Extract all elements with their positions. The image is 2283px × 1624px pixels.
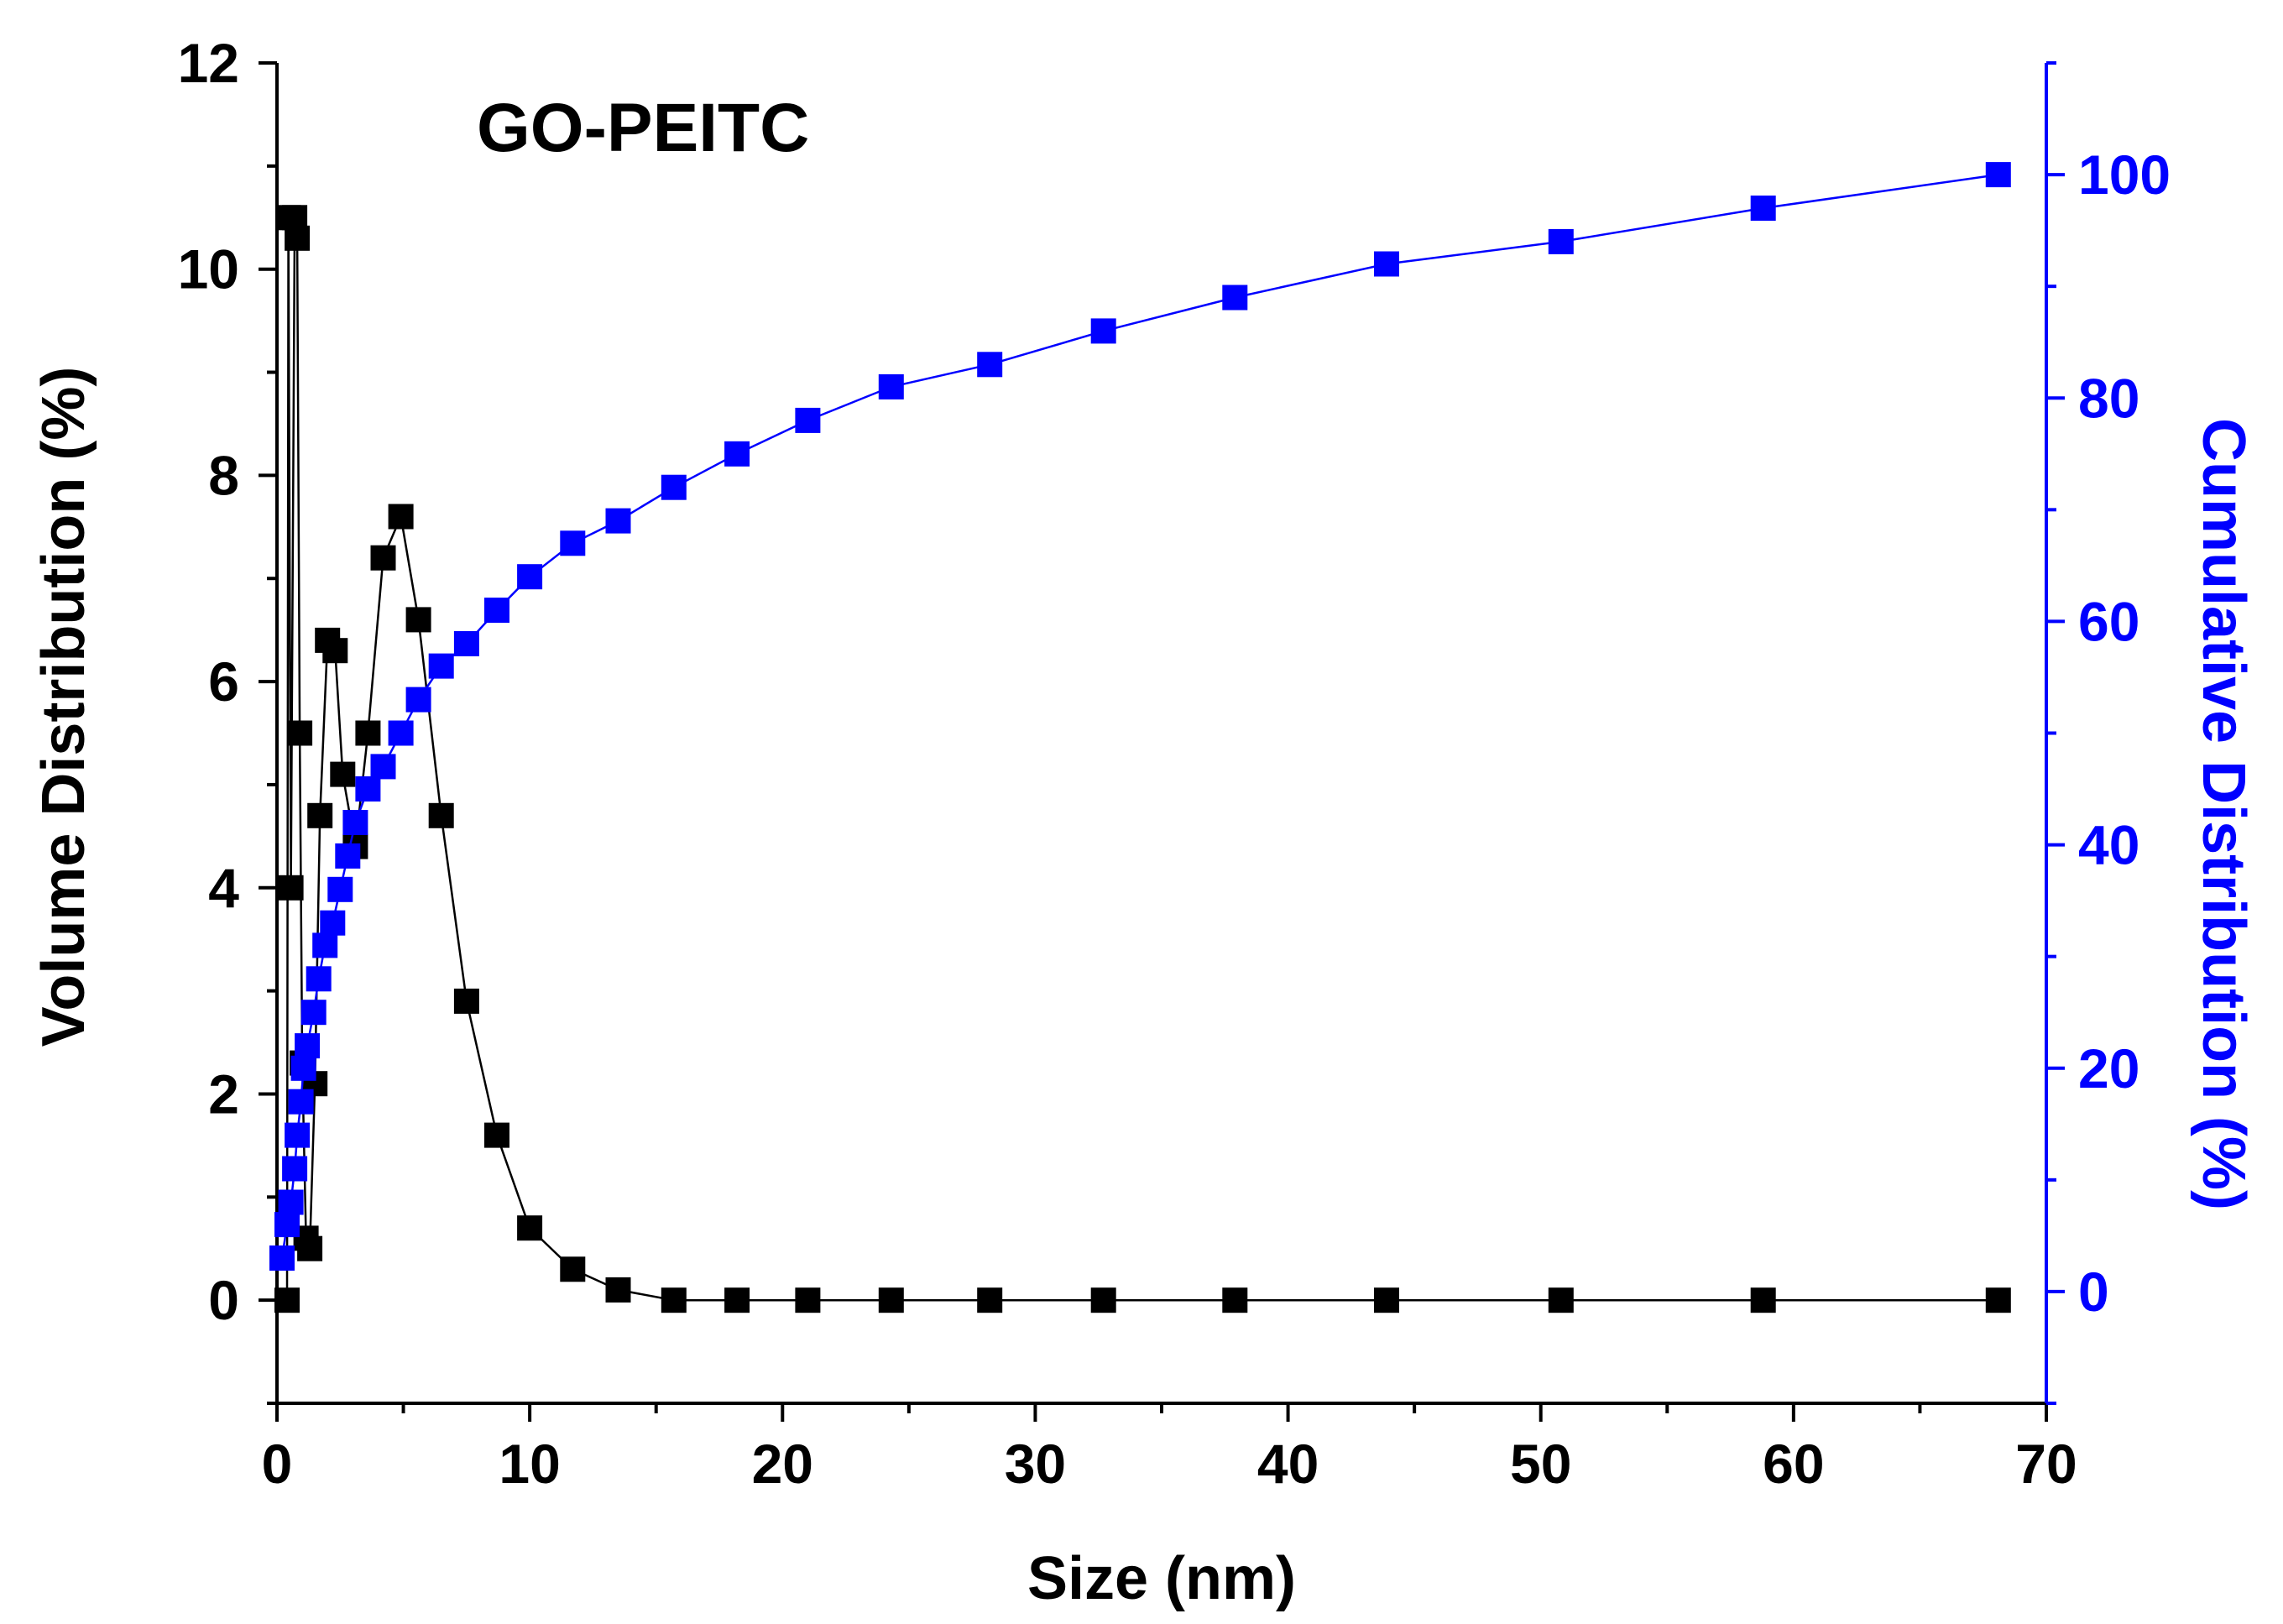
volume-point xyxy=(330,761,356,787)
y2-axis-title: Cumulative Distribution (%) xyxy=(2190,418,2257,1210)
volume-point xyxy=(370,545,396,571)
y2-tick-label: 80 xyxy=(2078,367,2139,429)
volume-point xyxy=(661,1287,687,1313)
chart-title: GO-PEITC xyxy=(477,90,809,166)
y2-tick-label: 0 xyxy=(2078,1261,2109,1323)
cumulative-point xyxy=(320,910,346,936)
volume-point xyxy=(724,1287,750,1313)
y-axis-title: Volume Distribution (%) xyxy=(30,367,97,1047)
y2-tick-label: 60 xyxy=(2078,590,2139,652)
y-tick-label: 6 xyxy=(208,650,239,713)
volume-point xyxy=(1374,1287,1399,1313)
volume-point xyxy=(453,988,479,1014)
x-tick-label: 70 xyxy=(2015,1433,2077,1495)
cumulative-point xyxy=(335,843,361,869)
y2-tick-label: 20 xyxy=(2078,1037,2139,1099)
cumulative-point xyxy=(605,508,631,534)
volume-point xyxy=(285,225,311,251)
cumulative-point xyxy=(795,407,821,433)
cumulative-point xyxy=(453,631,479,656)
series-line xyxy=(285,217,1998,1302)
cumulative-point xyxy=(724,441,750,467)
cumulative-point xyxy=(300,1000,327,1026)
volume-point xyxy=(484,1122,509,1148)
x-tick-label: 10 xyxy=(499,1433,560,1495)
cumulative-point xyxy=(312,932,338,958)
cumulative-point xyxy=(306,966,332,992)
cumulative-point xyxy=(269,1245,295,1271)
y-tick-label: 10 xyxy=(178,238,239,300)
volume-point xyxy=(297,1235,323,1261)
x-tick-label: 50 xyxy=(1510,1433,1571,1495)
cumulative-point xyxy=(1222,285,1248,311)
volume-point xyxy=(405,607,431,633)
cumulative-point xyxy=(405,687,431,713)
cumulative-point xyxy=(977,352,1003,378)
volume-point xyxy=(1985,1287,2011,1313)
cumulative-point xyxy=(1548,228,1574,254)
cumulative-point xyxy=(388,720,414,746)
volume-point xyxy=(278,875,304,901)
y2-tick-label: 40 xyxy=(2078,814,2139,876)
plot-series xyxy=(269,162,2011,1313)
volume-point xyxy=(1750,1287,1776,1313)
axes: 0 10 20 30 40 50 60 70 0 2 4 6 8 10 12 0 20 40 60 80 100 xyxy=(178,32,2171,1495)
y-tick-label: 0 xyxy=(208,1269,239,1331)
y-tick-label: 4 xyxy=(208,857,239,919)
y-tick-label: 12 xyxy=(178,32,239,94)
volume-point xyxy=(428,802,454,828)
cumulative-point xyxy=(878,373,904,399)
volume-point xyxy=(977,1287,1003,1313)
cumulative-point xyxy=(484,598,509,624)
volume-point xyxy=(560,1256,586,1282)
cumulative-point xyxy=(327,876,353,902)
cumulative-point xyxy=(1090,318,1116,344)
volume-point xyxy=(795,1287,821,1313)
cumulative-point xyxy=(517,564,543,590)
volume-series xyxy=(274,205,2011,1313)
cumulative-point xyxy=(1985,162,2011,188)
x-axis-title: Size (nm) xyxy=(1027,1545,1296,1612)
volume-point xyxy=(307,802,333,828)
cumulative-point xyxy=(428,653,454,679)
volume-point xyxy=(287,720,313,746)
cumulative-point xyxy=(342,810,368,835)
x-tick-label: 60 xyxy=(1763,1433,1824,1495)
volume-point xyxy=(355,720,381,746)
volume-point xyxy=(388,504,414,530)
cumulative-point xyxy=(282,1156,308,1182)
cumulative-point xyxy=(274,1212,300,1238)
volume-point xyxy=(605,1277,631,1303)
cumulative-point xyxy=(661,474,687,500)
volume-point xyxy=(1548,1287,1574,1313)
cumulative-point xyxy=(370,754,396,780)
x-tick-label: 40 xyxy=(1257,1433,1319,1495)
volume-point xyxy=(878,1287,904,1313)
cumulative-point xyxy=(290,1055,316,1081)
volume-point xyxy=(517,1215,543,1241)
cumulative-point xyxy=(355,776,381,802)
cumulative-point xyxy=(560,530,586,556)
volume-point xyxy=(322,638,348,664)
y2-tick-label: 100 xyxy=(2078,144,2171,206)
x-tick-label: 30 xyxy=(1005,1433,1066,1495)
x-tick-label: 0 xyxy=(262,1433,293,1495)
cumulative-point xyxy=(285,1122,311,1148)
cumulative-point xyxy=(288,1089,314,1115)
cumulative-point xyxy=(1374,251,1399,277)
volume-point xyxy=(274,1287,300,1313)
cumulative-series xyxy=(269,162,2011,1271)
volume-point xyxy=(1090,1287,1116,1313)
cumulative-point xyxy=(295,1033,321,1059)
y-tick-label: 2 xyxy=(208,1063,239,1125)
cumulative-point xyxy=(278,1189,304,1215)
y-tick-label: 8 xyxy=(208,444,239,506)
series-line xyxy=(280,173,1998,1259)
cumulative-point xyxy=(1750,196,1776,221)
volume-point xyxy=(1222,1287,1248,1313)
x-tick-label: 20 xyxy=(752,1433,813,1495)
